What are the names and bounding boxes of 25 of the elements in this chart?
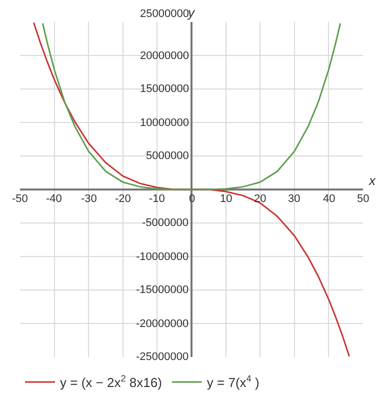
y-axis-title: y — [187, 5, 196, 20]
y-tick-label: 10000000 — [140, 117, 189, 129]
x-tick-label: 50 — [357, 193, 370, 205]
y-tick-label: -15000000 — [136, 284, 189, 296]
y-tick-label: 20000000 — [140, 50, 189, 62]
line-series — [42, 22, 342, 190]
y-tick-label: 15000000 — [140, 83, 189, 95]
x-tick-label: -30 — [81, 193, 97, 205]
y-tick-label: -10000000 — [136, 251, 189, 263]
y-tick-label: 25000000 — [140, 8, 189, 20]
x-tick-label: -10 — [149, 193, 165, 205]
y-tick-label: -25000000 — [136, 351, 189, 363]
x-tick-label: 30 — [288, 193, 300, 205]
y-tick-label: 5000000 — [146, 150, 189, 162]
x-tick-label: -20 — [115, 193, 131, 205]
y-tick-label: -5000000 — [142, 217, 188, 229]
legend-label: y = 7(x$^{4}$ ) — [206, 374, 260, 390]
x-tick-label: -50 — [12, 193, 28, 205]
x-axis-title: x — [368, 173, 376, 188]
y-tick-label: -20000000 — [136, 318, 189, 330]
x-tick-label: 40 — [323, 193, 336, 205]
x-tick-label: 10 — [220, 193, 232, 205]
legend-label: y = (x − 2x$^{2}$ 8x16) — [60, 374, 162, 390]
x-tick-label: 20 — [254, 193, 266, 205]
x-tick-label: -40 — [46, 193, 62, 205]
